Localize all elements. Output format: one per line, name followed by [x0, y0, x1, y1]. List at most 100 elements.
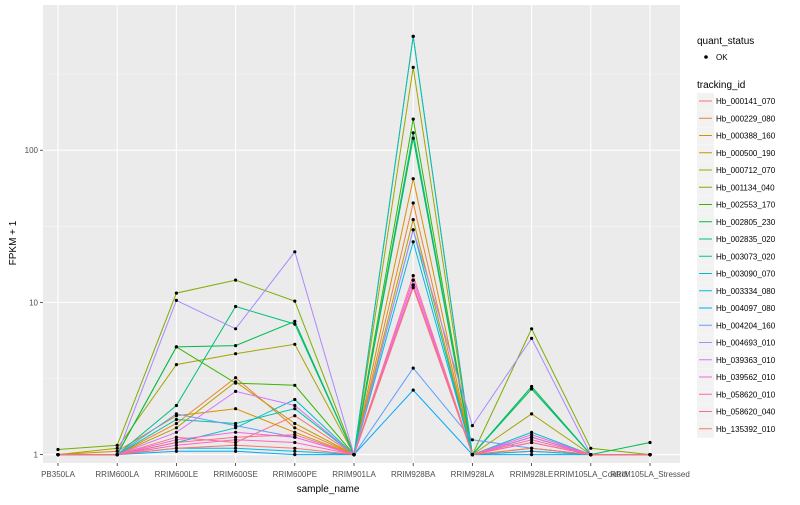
legend-label-ok: OK	[716, 53, 728, 62]
data-point	[234, 424, 238, 428]
data-point	[293, 433, 297, 437]
y-axis-title: FPKM + 1	[8, 220, 19, 265]
data-point	[293, 430, 297, 434]
x-tick-label: RRIM600PE	[273, 470, 317, 479]
data-point	[530, 336, 534, 340]
data-point	[293, 421, 297, 426]
y-tick-label: 10	[29, 298, 38, 307]
x-tick-label: RRIM928BA	[391, 470, 436, 479]
data-point	[293, 440, 297, 445]
data-point	[411, 65, 415, 69]
data-point	[234, 407, 238, 411]
legend-item-label: Hb_002835_020	[716, 235, 776, 244]
data-point	[470, 453, 474, 457]
data-point	[293, 414, 297, 418]
data-point	[530, 412, 534, 416]
data-point	[174, 430, 178, 434]
legend-item-label: Hb_003334_080	[716, 287, 776, 296]
axes: 1 10 100 PB350LA RRIM600LA RRIM600LE RRIM600SE…	[25, 146, 690, 479]
data-point	[293, 449, 297, 453]
data-point	[530, 327, 534, 331]
data-point	[411, 136, 415, 140]
legend-item-label: Hb_004097_080	[716, 304, 776, 313]
data-point	[234, 389, 238, 393]
data-point	[234, 304, 238, 309]
data-point	[234, 446, 238, 450]
legend-key-ok	[704, 55, 708, 59]
data-point	[530, 384, 534, 389]
legend-item-label: Hb_003090_070	[716, 270, 776, 279]
legend-item-label: Hb_000712_070	[716, 166, 776, 175]
data-point	[174, 363, 178, 367]
data-point	[470, 438, 474, 442]
x-axis-title: sample_name	[297, 484, 360, 495]
data-point	[234, 376, 238, 380]
data-point	[530, 449, 534, 453]
data-point	[648, 440, 652, 445]
data-point	[293, 250, 297, 254]
legend-item-label: Hb_002553_170	[716, 201, 776, 210]
data-point	[293, 403, 297, 408]
data-point	[530, 430, 534, 434]
legend-item-label: Hb_058620_010	[716, 390, 776, 399]
data-point	[174, 443, 178, 447]
legend-item-label: Hb_004693_010	[716, 339, 776, 348]
plot-panel	[43, 5, 680, 463]
data-points	[56, 34, 652, 457]
data-point	[589, 453, 593, 457]
data-point	[293, 407, 297, 411]
data-point	[293, 397, 297, 402]
data-point	[293, 426, 297, 430]
legend-item-label: Hb_002805_230	[716, 218, 776, 227]
data-point	[234, 381, 238, 385]
data-point	[293, 299, 297, 303]
legend: quant_status OK tracking_id Hb_000141_070 Hb…	[697, 36, 776, 438]
data-point	[470, 424, 474, 428]
data-point	[234, 278, 238, 282]
data-point	[530, 446, 534, 450]
x-tick-label: RRIM105LA_Control	[554, 470, 628, 479]
data-point	[530, 440, 534, 445]
data-point	[352, 453, 356, 457]
data-point	[293, 322, 297, 326]
data-point	[174, 345, 178, 349]
data-point	[56, 453, 60, 457]
legend-item-label: Hb_000141_070	[716, 97, 776, 106]
data-point	[234, 443, 238, 447]
legend-title-tracking-id: tracking_id	[697, 80, 745, 91]
data-point	[411, 283, 415, 287]
data-point	[411, 366, 415, 370]
data-point	[411, 278, 415, 282]
data-point	[293, 446, 297, 450]
legend-item-label: Hb_000500_190	[716, 149, 776, 158]
data-point	[411, 131, 415, 135]
data-point	[411, 240, 415, 244]
data-point	[411, 34, 415, 39]
data-point	[293, 342, 297, 346]
data-point	[115, 449, 119, 453]
legend-item-label: Hb_000229_080	[716, 114, 776, 123]
data-point	[530, 387, 534, 391]
y-tick-label: 100	[25, 146, 39, 155]
data-point	[293, 319, 297, 323]
data-point	[115, 443, 119, 447]
legend-title-quant-status: quant_status	[697, 36, 754, 47]
legend-item-label: Hb_039562_010	[716, 373, 776, 382]
data-point	[234, 344, 238, 348]
data-point	[174, 446, 178, 450]
x-tick-label: RRIM105LA_Stressed	[610, 470, 690, 479]
data-point	[174, 435, 178, 439]
y-tick-label: 1	[34, 451, 39, 460]
data-point	[115, 446, 119, 450]
legend-item-label: Hb_000388_160	[716, 132, 776, 141]
data-point	[589, 446, 593, 450]
data-point	[174, 417, 178, 422]
data-point	[174, 438, 178, 442]
data-point	[648, 453, 652, 457]
data-point	[174, 449, 178, 453]
data-point	[411, 201, 415, 205]
legend-item-label: Hb_058620_040	[716, 408, 776, 417]
legend-item-label: Hb_135392_010	[716, 425, 776, 434]
x-tick-label: RRIM928LE	[510, 470, 554, 479]
